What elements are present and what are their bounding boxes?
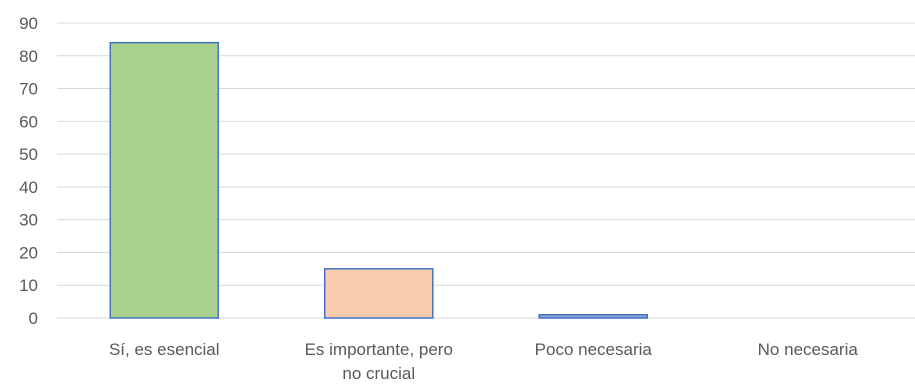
x-axis-category-labels: Sí, es esencial Es importante, pero no cru… <box>109 340 858 383</box>
bar <box>538 313 648 319</box>
y-tick-label: 90 <box>19 14 38 33</box>
bar <box>109 41 219 319</box>
x-category-label: Poco necesaria <box>535 340 653 359</box>
y-tick-label: 70 <box>19 80 38 99</box>
x-category-label: Es importante, pero no crucial <box>305 340 453 383</box>
bar <box>324 268 434 319</box>
y-tick-label: 10 <box>19 276 38 295</box>
y-tick-label: 30 <box>19 211 38 230</box>
y-tick-label: 50 <box>19 145 38 164</box>
y-tick-label: 40 <box>19 178 38 197</box>
y-tick-label: 80 <box>19 47 38 66</box>
y-tick-label: 60 <box>19 112 38 131</box>
y-axis-tick-labels: 0 10 20 30 40 50 60 70 80 90 <box>19 14 38 328</box>
x-category-label: No necesaria <box>758 340 859 359</box>
y-tick-label: 0 <box>29 309 38 328</box>
x-category-label: Sí, es esencial <box>109 340 220 359</box>
bars <box>109 41 648 319</box>
y-tick-label: 20 <box>19 243 38 262</box>
